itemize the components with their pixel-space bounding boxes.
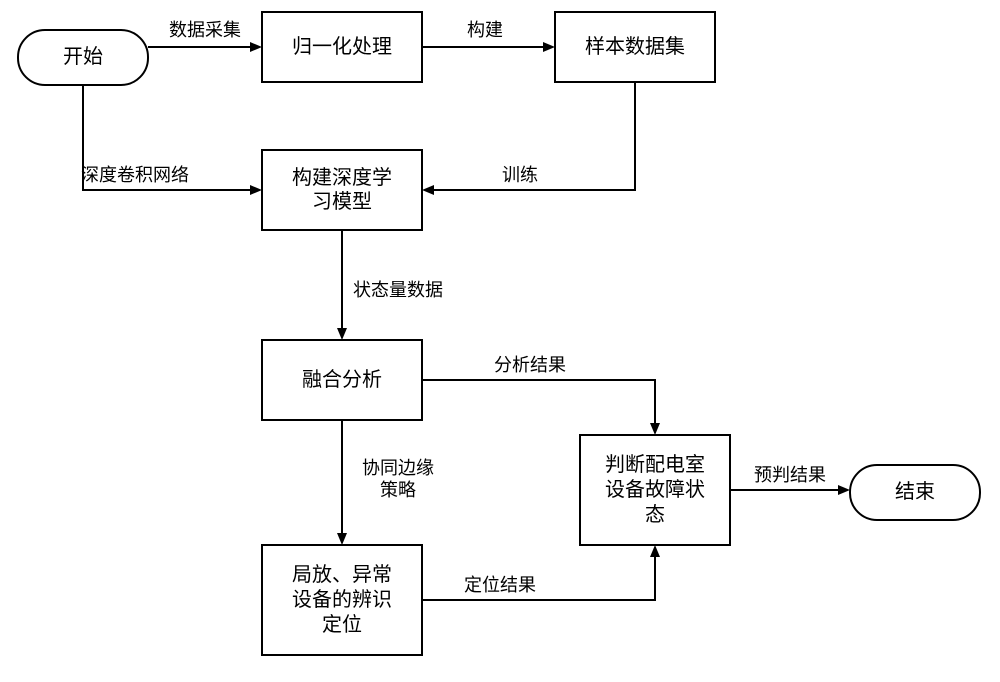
node-end-label: 结束 bbox=[895, 480, 935, 503]
node-locate: 局放、异常 设备的辨识 定位 bbox=[262, 545, 422, 655]
node-judge-label1: 判断配电室 bbox=[605, 453, 705, 476]
edge-start-model: 深度卷积网络 bbox=[81, 85, 262, 195]
edge-fusion-locate-label1: 协同边缘 bbox=[362, 458, 434, 478]
node-normalize: 归一化处理 bbox=[262, 12, 422, 82]
node-fusion-label: 融合分析 bbox=[302, 368, 382, 391]
edge-start-model-label: 深度卷积网络 bbox=[81, 165, 189, 185]
edge-fusion-locate: 协同边缘 策略 bbox=[337, 420, 434, 545]
flowchart-canvas: 开始 归一化处理 样本数据集 构建深度学 习模型 融合分析 局放、异常 设备的辨… bbox=[0, 0, 1000, 682]
node-model-label2: 习模型 bbox=[312, 190, 372, 213]
edge-locate-judge-label: 定位结果 bbox=[464, 575, 536, 595]
edge-normalize-dataset: 构建 bbox=[422, 20, 555, 52]
node-end: 结束 bbox=[850, 465, 980, 520]
node-dataset-label: 样本数据集 bbox=[585, 35, 685, 58]
edge-fusion-judge-label: 分析结果 bbox=[494, 355, 566, 375]
edge-judge-end: 预判结果 bbox=[730, 465, 850, 495]
edge-normalize-dataset-label: 构建 bbox=[467, 20, 503, 40]
edge-fusion-locate-label2: 策略 bbox=[380, 480, 416, 500]
node-locate-label3: 定位 bbox=[322, 613, 362, 636]
edge-fusion-judge: 分析结果 bbox=[422, 355, 660, 435]
edge-model-fusion: 状态量数据 bbox=[337, 230, 443, 340]
node-fusion: 融合分析 bbox=[262, 340, 422, 420]
edge-locate-judge: 定位结果 bbox=[422, 545, 660, 600]
node-judge: 判断配电室 设备故障状 态 bbox=[580, 435, 730, 545]
edge-dataset-model-label: 训练 bbox=[502, 165, 538, 185]
node-judge-label2: 设备故障状 bbox=[605, 478, 705, 501]
node-model-label1: 构建深度学 bbox=[292, 166, 392, 189]
node-locate-label1: 局放、异常 bbox=[292, 563, 392, 586]
edge-dataset-model: 训练 bbox=[422, 82, 635, 195]
node-normalize-label: 归一化处理 bbox=[292, 35, 392, 58]
node-dataset: 样本数据集 bbox=[555, 12, 715, 82]
edge-start-normalize-label: 数据采集 bbox=[169, 20, 241, 40]
node-model: 构建深度学 习模型 bbox=[262, 150, 422, 230]
node-start: 开始 bbox=[18, 30, 148, 85]
edge-start-normalize: 数据采集 bbox=[148, 20, 262, 52]
node-start-label: 开始 bbox=[63, 45, 103, 68]
edge-judge-end-label: 预判结果 bbox=[754, 465, 826, 485]
node-locate-label2: 设备的辨识 bbox=[292, 588, 392, 611]
node-judge-label3: 态 bbox=[645, 503, 665, 526]
edge-model-fusion-label: 状态量数据 bbox=[353, 280, 443, 300]
